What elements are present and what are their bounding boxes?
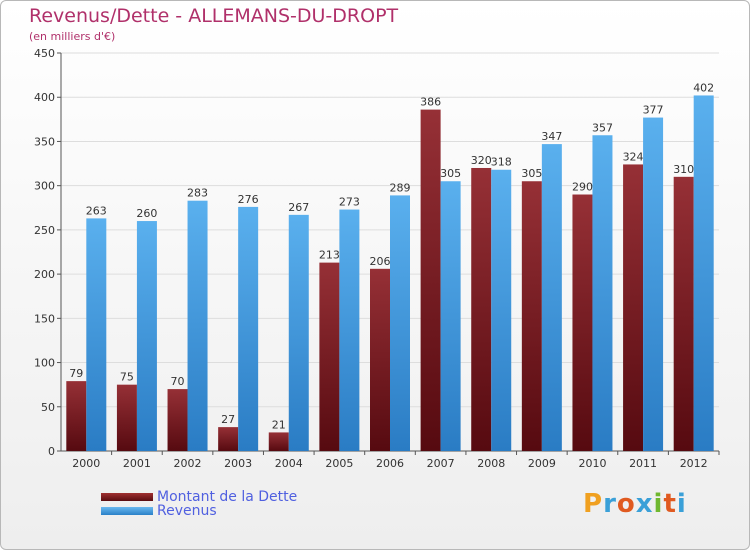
revenue-bar — [288, 214, 309, 451]
revenue-bar — [693, 95, 714, 451]
y-tick-label: 150 — [34, 312, 55, 325]
axis-layer: 0 50 100 150 200 250 300 350 400 450 2000 2001 2002 2… — [34, 47, 720, 470]
debt-bar — [673, 176, 694, 452]
revenue-value-label: 267 — [288, 201, 309, 214]
revenue-bar — [238, 206, 259, 451]
debt-value-label: 290 — [572, 181, 593, 194]
x-tick-label: 2012 — [680, 457, 708, 470]
debt-value-label: 310 — [673, 163, 694, 176]
revenue-bar — [339, 209, 360, 451]
logo-letter: o — [616, 489, 636, 519]
revenue-value-label: 305 — [440, 167, 461, 180]
chart-title: Revenus/Dette - ALLEMANS-DU-DROPT — [29, 5, 399, 27]
y-tick-label: 0 — [48, 445, 55, 458]
debt-value-label: 21 — [272, 418, 286, 431]
revenue-value-label: 318 — [491, 156, 512, 169]
y-tick-label: 50 — [41, 401, 55, 414]
revenue-bar — [440, 181, 461, 451]
debt-bar — [167, 389, 188, 451]
legend-item-revenue: Revenus — [101, 503, 217, 519]
revenue-bar — [541, 144, 562, 451]
debt-value-label: 206 — [370, 255, 391, 268]
y-tick-label: 450 — [34, 47, 55, 60]
logo-letter: i — [653, 489, 664, 519]
debt-bar — [66, 381, 87, 451]
revenue-value-label: 263 — [86, 204, 107, 217]
x-tick-label: 2008 — [477, 457, 505, 470]
x-tick-label: 2005 — [325, 457, 353, 470]
x-tick-label: 2006 — [376, 457, 404, 470]
debt-value-label: 27 — [221, 413, 235, 426]
revenue-bar — [187, 200, 208, 451]
legend-swatch-debt — [101, 493, 153, 501]
revenue-bar — [592, 135, 613, 451]
revenue-bar — [86, 218, 107, 451]
proxiti-logo: Proxiti — [583, 489, 687, 519]
debt-bar — [521, 181, 542, 451]
revenue-value-label: 377 — [643, 104, 664, 117]
debt-value-label: 213 — [319, 249, 340, 262]
revenue-value-label: 276 — [238, 193, 259, 206]
debt-value-label: 79 — [69, 367, 83, 380]
x-tick-label: 2000 — [72, 457, 100, 470]
label-layer: 79 263 75 260 70 283 27 276 21 267 213 273 206 289 386… — [69, 81, 714, 431]
revenue-value-label: 273 — [339, 196, 360, 209]
debt-bar — [319, 262, 340, 451]
debt-value-label: 70 — [171, 375, 185, 388]
bar-layer — [66, 95, 714, 452]
debt-value-label: 320 — [471, 154, 492, 167]
revenue-value-label: 260 — [136, 207, 157, 220]
revenue-value-label: 289 — [390, 181, 411, 194]
debt-bar — [116, 384, 137, 451]
logo-letter: x — [635, 489, 654, 519]
y-tick-label: 100 — [34, 357, 55, 370]
logo-letter: P — [583, 489, 604, 519]
x-tick-label: 2002 — [174, 457, 202, 470]
y-tick-label: 250 — [34, 224, 55, 237]
x-tick-label: 2004 — [275, 457, 303, 470]
x-tick-label: 2003 — [224, 457, 252, 470]
revenue-value-label: 357 — [592, 121, 613, 134]
x-tick-label: 2010 — [578, 457, 606, 470]
debt-bar — [572, 194, 593, 451]
debt-value-label: 324 — [623, 150, 644, 163]
x-tick-label: 2007 — [427, 457, 455, 470]
debt-bar — [420, 109, 441, 452]
revenue-bar — [491, 169, 512, 451]
debt-value-label: 386 — [420, 96, 441, 109]
logo-letter: t — [663, 489, 677, 519]
x-tick-label: 2009 — [528, 457, 556, 470]
x-tick-label: 2001 — [123, 457, 151, 470]
revenue-value-label: 347 — [541, 130, 562, 143]
revenue-bar — [390, 195, 410, 451]
x-tick-label: 2011 — [629, 457, 657, 470]
legend-item-debt: Montant de la Dette — [101, 489, 297, 505]
debt-bar — [268, 432, 289, 451]
logo-letter: r — [603, 489, 617, 519]
debt-value-label: 75 — [120, 371, 134, 384]
debt-value-label: 305 — [521, 167, 542, 180]
revenue-bar — [136, 221, 157, 451]
y-tick-label: 350 — [34, 135, 55, 148]
y-tick-label: 300 — [34, 180, 55, 193]
y-tick-label: 200 — [34, 268, 55, 281]
chart-subtitle: (en milliers d'€) — [29, 30, 116, 43]
legend-label-revenue: Revenus — [157, 503, 217, 519]
revenue-bar — [643, 117, 664, 451]
y-tick-label: 400 — [34, 91, 55, 104]
legend-label-debt: Montant de la Dette — [157, 489, 298, 505]
revenue-value-label: 402 — [693, 81, 714, 94]
logo-letter: i — [676, 489, 687, 519]
debt-bar — [623, 164, 644, 451]
debt-bar — [218, 427, 239, 451]
debt-bar — [471, 167, 492, 451]
debt-bar — [370, 268, 390, 451]
revenue-value-label: 283 — [187, 187, 208, 200]
legend-swatch-revenue — [101, 507, 153, 515]
